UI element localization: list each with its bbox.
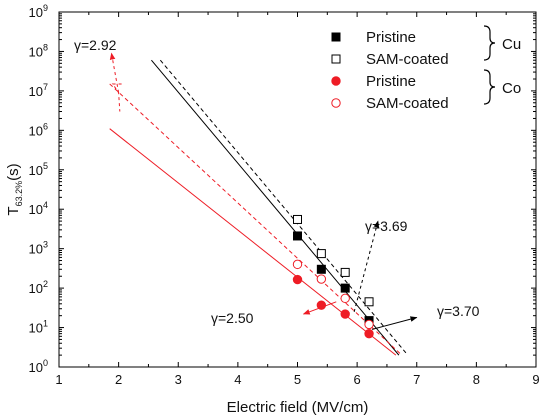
data-point [293, 231, 302, 241]
data-point [316, 300, 327, 310]
x-tick-label: 3 [175, 372, 182, 387]
x-tick-label: 7 [413, 372, 420, 387]
legend: Pristine SAM-coated Pristine SAM-coated Cu Co [331, 25, 521, 112]
data-point [364, 328, 374, 339]
x-tick-label: 9 [532, 372, 539, 387]
data-point [340, 267, 350, 277]
x-tick-label: 2 [115, 372, 122, 387]
data-point [293, 214, 302, 224]
data-point [316, 249, 326, 259]
annotations: γ=2.92 γ=3.69 γ=2.50 γ=3.70 [74, 37, 480, 330]
data-points [292, 214, 374, 339]
annotation-line [111, 83, 122, 112]
y-tick-label: 103 [29, 240, 48, 257]
legend-marker [331, 76, 341, 86]
annotation-arrow [353, 220, 380, 312]
y-axis-title-unit: (s) [5, 163, 22, 181]
legend-group-co: Co [502, 80, 521, 97]
y-tick-label: 105 [29, 161, 48, 178]
annotation-arrow [109, 52, 120, 93]
data-point [340, 283, 350, 293]
x-axis-title: Electric field (MV/cm) [227, 399, 369, 416]
annotation-gamma-3-70: γ=3.70 [437, 303, 480, 319]
y-tick-label: 107 [29, 82, 48, 99]
y-axis-title: T63.2%(s) [5, 163, 24, 215]
annotation-gamma-2-92: γ=2.92 [74, 37, 117, 53]
y-tick-label: 101 [29, 319, 48, 336]
legend-marker [331, 32, 341, 42]
data-point [292, 274, 303, 285]
y-axis-title-sub: 63.2% [14, 181, 24, 207]
x-tick-label: 1 [55, 372, 62, 387]
legend-brace-cu [483, 25, 496, 61]
y-tick-label: 104 [29, 200, 48, 217]
legend-group-cu: Cu [502, 36, 521, 53]
fit-line-cu-square-open [159, 59, 409, 356]
legend-label: SAM-coated [366, 51, 449, 68]
y-tick-label: 106 [29, 121, 48, 138]
annotation-gamma-2-50: γ=2.50 [211, 310, 254, 326]
data-point [364, 297, 374, 307]
y-tick-label: 102 [29, 279, 48, 296]
y-tick-label: 108 [29, 42, 48, 59]
data-point [316, 274, 327, 284]
legend-label: Pristine [366, 73, 416, 90]
data-point [316, 264, 326, 274]
legend-marker [331, 98, 341, 108]
x-tick-label: 6 [354, 372, 361, 387]
data-point [340, 309, 350, 319]
annotation-arrow [302, 301, 337, 315]
y-tick-label: 100 [29, 358, 48, 375]
annotation-arrow [371, 316, 418, 330]
x-tick-label: 8 [473, 372, 480, 387]
legend-brace-co [483, 69, 496, 105]
svg-text:T63.2%(s): T63.2%(s) [5, 163, 24, 215]
legend-marker [331, 54, 341, 64]
x-tick-label: 4 [234, 372, 241, 387]
y-tick-label: 109 [29, 3, 48, 20]
data-point [292, 259, 303, 270]
annotation-gamma-3-69: γ=3.69 [365, 218, 408, 234]
y-axis-title-main: T [5, 206, 22, 215]
data-point [340, 293, 350, 304]
legend-label: Pristine [366, 29, 416, 46]
x-tick-label: 5 [294, 372, 301, 387]
fit-line-cu-square-filled [151, 59, 400, 356]
data-point [364, 319, 374, 330]
fit-lines [109, 59, 409, 356]
fit-line-co-circle-open [109, 83, 403, 356]
axis-ticks: 1 2 3 4 5 6 7 8 9 100 101 102 103 104 105 106 107 108 109 [29, 3, 540, 387]
legend-label: SAM-coated [366, 95, 449, 112]
